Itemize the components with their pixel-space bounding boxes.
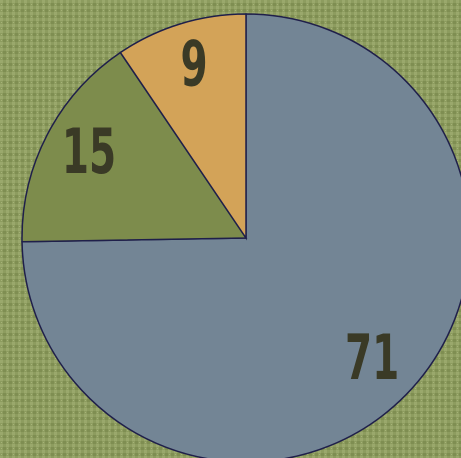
slice-label: 15: [62, 117, 116, 189]
pie-slice: [21, 51, 248, 243]
pie-slice: [21, 13, 461, 458]
slice-label: 71: [345, 322, 399, 394]
pie-slice: [119, 13, 247, 241]
pie: 71 15 9: [21, 13, 461, 458]
slice-label: 9: [181, 29, 208, 101]
